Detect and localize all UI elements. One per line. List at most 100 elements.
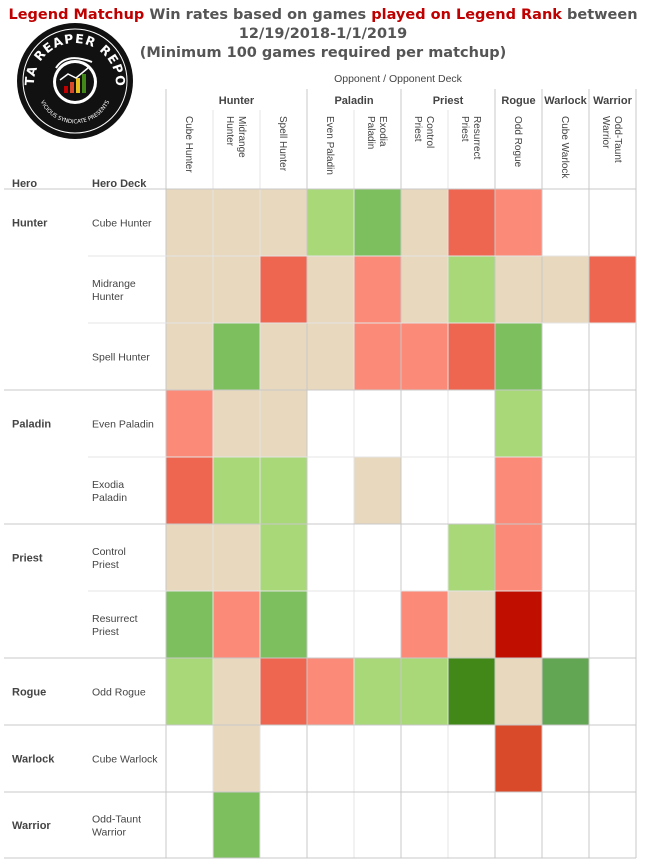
hero-class-hunter: Hunter	[12, 218, 48, 230]
cell-control-priest-vs-midrange-hunter	[213, 524, 260, 591]
cell-odd-rogue-vs-resurrect-priest	[448, 658, 495, 725]
opponent-deck-odd-taunt-warrior: Odd-TauntWarrior	[600, 116, 623, 163]
hero-class-rogue: Rogue	[12, 687, 46, 699]
title-text-1: Win rates based on games	[144, 7, 372, 23]
hero-deck-even-paladin: Even Paladin	[92, 419, 154, 431]
opponent-class-paladin: Paladin	[334, 95, 373, 107]
opponent-deck-odd-rogue: Odd Rogue	[512, 116, 523, 168]
cell-even-paladin-vs-odd-rogue	[495, 390, 542, 457]
hero-deck-odd-taunt-warrior: Odd-Taunt Warrior	[92, 814, 141, 839]
opponent-deck-cube-warlock: Cube Warlock	[559, 116, 570, 179]
cell-cube-hunter-vs-midrange-hunter	[213, 189, 260, 256]
cell-midrange-hunter-vs-odd-taunt-warrior	[589, 256, 636, 323]
hero-deck-spell-hunter: Spell Hunter	[92, 352, 150, 364]
hero-column-header: Hero	[12, 178, 37, 190]
cell-spell-hunter-vs-cube-hunter	[166, 323, 213, 390]
cell-exodia-paladin-vs-cube-hunter	[166, 457, 213, 524]
chart-title: Legend Matchup Win rates based on games …	[0, 6, 646, 63]
opponent-class-rogue: Rogue	[501, 95, 535, 107]
title-date-range: 12/19/2018-1/1/2019	[238, 26, 408, 42]
cell-midrange-hunter-vs-exodia-paladin	[354, 256, 401, 323]
heatmap-labels: Hunter Paladin Priest Rogue Warlock Warrior Cu…	[12, 95, 633, 839]
cell-cube-hunter-vs-control-priest	[401, 189, 448, 256]
cell-cube-hunter-vs-cube-hunter	[166, 189, 213, 256]
cell-exodia-paladin-vs-exodia-paladin	[354, 457, 401, 524]
cell-odd-taunt-warrior-vs-midrange-hunter	[213, 792, 260, 858]
cell-cube-hunter-vs-resurrect-priest	[448, 189, 495, 256]
hero-deck-midrange-hunter: Midrange Hunter	[92, 278, 136, 303]
cell-cube-warlock-vs-odd-rogue	[495, 725, 542, 792]
data-reaper-logo: DATA REAPER REPORT VICIOUS SYNDICATE PRE…	[16, 22, 133, 139]
title-text-2: between	[561, 7, 638, 23]
cell-cube-hunter-vs-exodia-paladin	[354, 189, 401, 256]
cell-control-priest-vs-resurrect-priest	[448, 524, 495, 591]
opponent-deck-midrange-hunter: MidrangeHunter	[224, 116, 247, 158]
hero-class-priest: Priest	[12, 553, 43, 565]
hero-deck-cube-hunter: Cube Hunter	[92, 218, 152, 230]
opponent-deck-spell-hunter: Spell Hunter	[277, 116, 288, 172]
cell-spell-hunter-vs-resurrect-priest	[448, 323, 495, 390]
opponent-class-priest: Priest	[433, 95, 464, 107]
cell-odd-rogue-vs-spell-hunter	[260, 658, 307, 725]
cell-cube-warlock-vs-midrange-hunter	[213, 725, 260, 792]
opponent-axis-label: Opponent / Opponent Deck	[334, 73, 463, 85]
title-minimum-note: (Minimum 100 games required per matchup)	[139, 45, 507, 61]
hero-class-warrior: Warrior	[12, 820, 51, 832]
heatmap-cells	[166, 189, 636, 858]
cell-midrange-hunter-vs-even-paladin	[307, 256, 354, 323]
cell-even-paladin-vs-spell-hunter	[260, 390, 307, 457]
cell-control-priest-vs-spell-hunter	[260, 524, 307, 591]
hero-deck-odd-rogue: Odd Rogue	[92, 687, 146, 699]
hero-deck-exodia-paladin: Exodia Paladin	[92, 479, 127, 504]
cell-cube-hunter-vs-spell-hunter	[260, 189, 307, 256]
cell-odd-rogue-vs-exodia-paladin	[354, 658, 401, 725]
hero-class-warlock: Warlock	[12, 754, 55, 766]
opponent-deck-control-priest: ControlPriest	[412, 116, 435, 148]
opponent-deck-even-paladin: Even Paladin	[324, 116, 335, 175]
opponent-deck-resurrect-priest: ResurrectPriest	[459, 116, 482, 160]
hero-deck-resurrect-priest: Resurrect Priest	[92, 613, 138, 638]
cell-resurrect-priest-vs-midrange-hunter	[213, 591, 260, 658]
heatmap-gridlines	[4, 89, 637, 859]
cell-resurrect-priest-vs-odd-rogue	[495, 591, 542, 658]
title-legend-matchup: Legend Matchup	[8, 7, 145, 23]
cell-midrange-hunter-vs-spell-hunter	[260, 256, 307, 323]
opponent-class-hunter: Hunter	[219, 95, 255, 107]
cell-odd-rogue-vs-even-paladin	[307, 658, 354, 725]
cell-midrange-hunter-vs-cube-warlock	[542, 256, 589, 323]
hero-class-paladin: Paladin	[12, 419, 51, 431]
cell-odd-rogue-vs-control-priest	[401, 658, 448, 725]
cell-spell-hunter-vs-even-paladin	[307, 323, 354, 390]
hero-deck-cube-warlock: Cube Warlock	[92, 754, 158, 766]
cell-exodia-paladin-vs-spell-hunter	[260, 457, 307, 524]
opponent-deck-cube-hunter: Cube Hunter	[183, 116, 194, 173]
cell-resurrect-priest-vs-resurrect-priest	[448, 591, 495, 658]
cell-midrange-hunter-vs-midrange-hunter	[213, 256, 260, 323]
cell-cube-hunter-vs-even-paladin	[307, 189, 354, 256]
cell-odd-rogue-vs-cube-hunter	[166, 658, 213, 725]
cell-midrange-hunter-vs-odd-rogue	[495, 256, 542, 323]
opponent-class-warrior: Warrior	[593, 95, 632, 107]
cell-control-priest-vs-cube-hunter	[166, 524, 213, 591]
cell-resurrect-priest-vs-cube-hunter	[166, 591, 213, 658]
opponent-class-warlock: Warlock	[544, 95, 587, 107]
cell-spell-hunter-vs-exodia-paladin	[354, 323, 401, 390]
cell-odd-rogue-vs-cube-warlock	[542, 658, 589, 725]
cell-cube-hunter-vs-odd-rogue	[495, 189, 542, 256]
cell-odd-rogue-vs-odd-rogue	[495, 658, 542, 725]
cell-midrange-hunter-vs-control-priest	[401, 256, 448, 323]
cell-odd-rogue-vs-midrange-hunter	[213, 658, 260, 725]
cell-midrange-hunter-vs-resurrect-priest	[448, 256, 495, 323]
hero-deck-control-priest: Control Priest	[92, 546, 126, 571]
cell-spell-hunter-vs-midrange-hunter	[213, 323, 260, 390]
title-played-on-legend: played on Legend Rank	[371, 7, 562, 23]
cell-resurrect-priest-vs-spell-hunter	[260, 591, 307, 658]
cell-spell-hunter-vs-control-priest	[401, 323, 448, 390]
cell-spell-hunter-vs-spell-hunter	[260, 323, 307, 390]
hero-deck-column-header: Hero Deck	[92, 178, 147, 190]
cell-exodia-paladin-vs-midrange-hunter	[213, 457, 260, 524]
cell-exodia-paladin-vs-odd-rogue	[495, 457, 542, 524]
cell-control-priest-vs-odd-rogue	[495, 524, 542, 591]
cell-even-paladin-vs-cube-hunter	[166, 390, 213, 457]
